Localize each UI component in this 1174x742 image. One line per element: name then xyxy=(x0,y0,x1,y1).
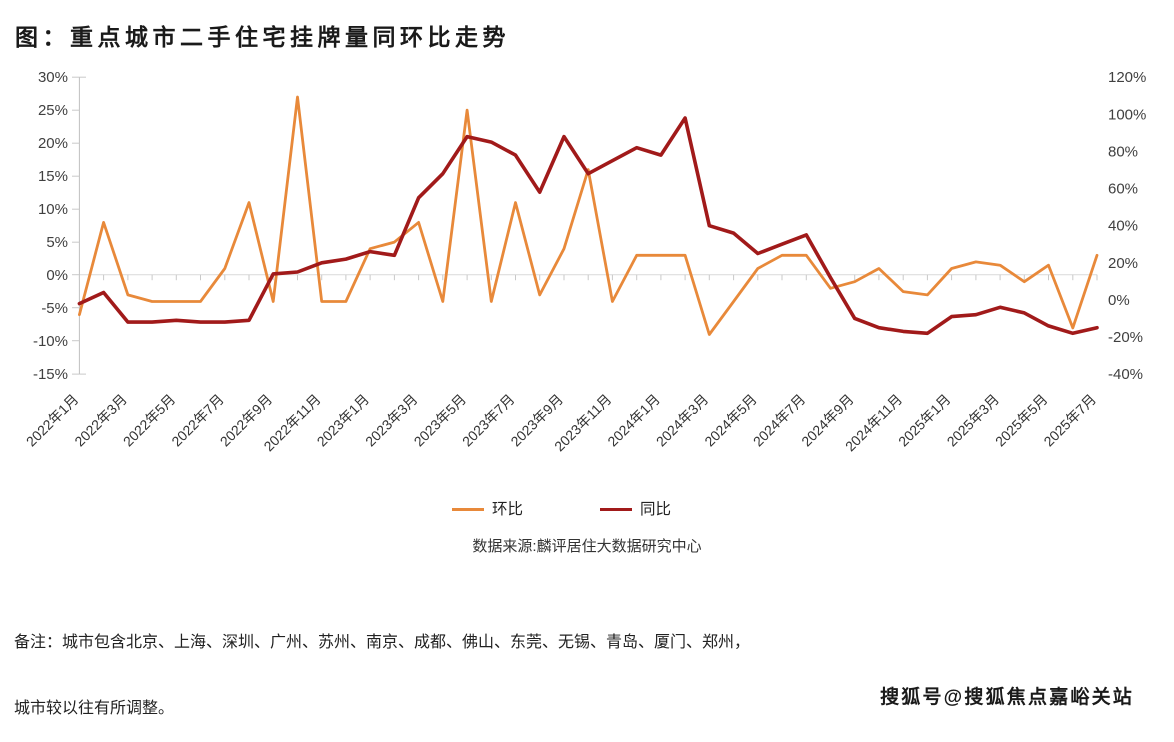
svg-text:120%: 120% xyxy=(1108,69,1146,86)
svg-text:60%: 60% xyxy=(1108,181,1138,198)
svg-text:2025年7月: 2025年7月 xyxy=(1040,391,1099,450)
svg-text:100%: 100% xyxy=(1108,106,1146,123)
svg-text:25%: 25% xyxy=(38,102,68,119)
svg-text:0%: 0% xyxy=(46,267,68,284)
svg-text:15%: 15% xyxy=(38,168,68,185)
svg-text:-10%: -10% xyxy=(33,333,68,350)
svg-text:-20%: -20% xyxy=(1108,329,1143,346)
svg-text:40%: 40% xyxy=(1108,218,1138,235)
svg-text:30%: 30% xyxy=(38,69,68,86)
svg-text:0%: 0% xyxy=(1108,292,1130,309)
svg-text:-40%: -40% xyxy=(1108,366,1143,383)
svg-text:80%: 80% xyxy=(1108,143,1138,160)
svg-text:10%: 10% xyxy=(38,201,68,218)
svg-text:20%: 20% xyxy=(1108,255,1138,272)
svg-text:-5%: -5% xyxy=(41,300,68,317)
svg-text:5%: 5% xyxy=(46,234,68,251)
svg-text:20%: 20% xyxy=(38,135,68,152)
svg-text:-15%: -15% xyxy=(33,366,68,383)
